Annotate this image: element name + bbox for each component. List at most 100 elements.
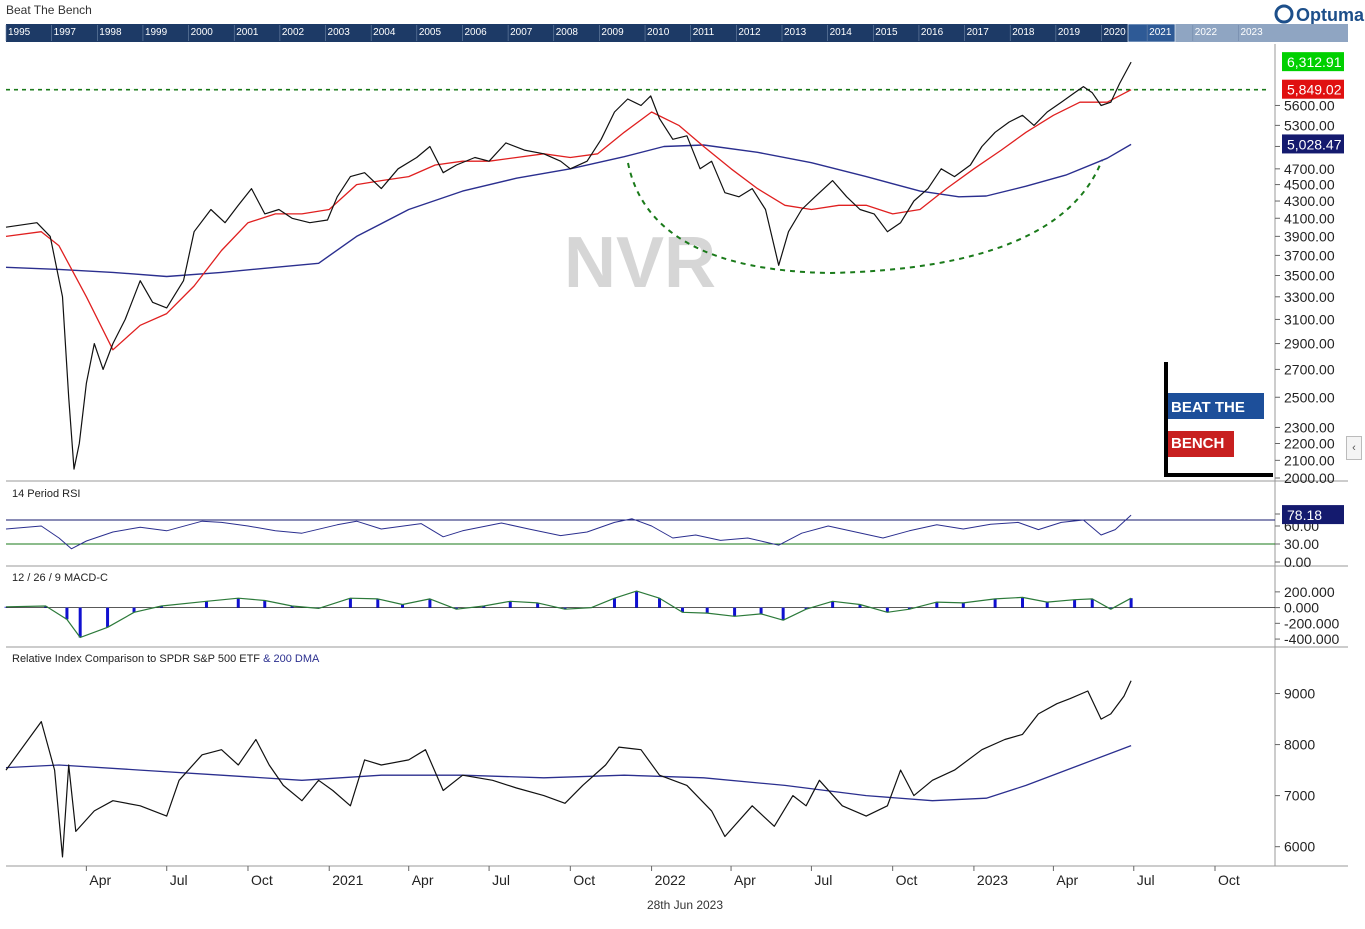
overview-year-label: 2021: [1149, 27, 1172, 38]
overview-year-label: 2017: [967, 27, 990, 38]
beat-the-bench-logo: BEAT THE BENCH: [1164, 362, 1273, 477]
ma200-badge: [1282, 134, 1344, 154]
last-price-badge-text: 6,312.91: [1287, 54, 1342, 70]
y-axis-tick-label: 3900.00: [1284, 228, 1335, 244]
overview-year-label: 1995: [8, 27, 31, 38]
logo-bench-text: BENCH: [1171, 435, 1224, 452]
x-axis-tick-label: Jul: [1137, 872, 1155, 888]
rsi-value-badge-text: 78.18: [1287, 507, 1322, 523]
y-axis-tick-label: 7000: [1284, 788, 1315, 804]
x-axis-tick-label: Apr: [412, 872, 434, 888]
time-axis: Apr Jul Oct 2021 Apr Jul Oct 2022 Apr Jul Oct 2023 A…: [85, 866, 1240, 888]
overview-year-label: 1999: [145, 27, 168, 38]
brand-label: Optuma: [1296, 5, 1365, 25]
ma200-line: [5, 143, 1132, 278]
overview-year-label: 2012: [738, 27, 761, 38]
macd-panel-title: 12 / 26 / 9 MACD-C: [12, 572, 108, 584]
x-axis-tick-label: 2021: [332, 872, 363, 888]
y-axis-tick-label: 2700.00: [1284, 361, 1335, 377]
overview-year-label: 2008: [556, 27, 579, 38]
ma200-badge-text: 5,028.47: [1287, 136, 1342, 152]
y-axis-tick-label: 4700.00: [1284, 161, 1335, 177]
y-axis-tick-label: 2300.00: [1284, 419, 1335, 435]
y-axis-tick-label: 2100.00: [1284, 452, 1335, 468]
overview-year-label: 2006: [464, 27, 487, 38]
last-price-badge: [1282, 52, 1344, 72]
overview-year-label: 2000: [191, 27, 214, 38]
overview-year-label: 2001: [236, 27, 259, 38]
optuma-logo-icon: [1274, 4, 1294, 24]
y-axis-tick-label: 3100.00: [1284, 311, 1335, 327]
overview-year-label: 2022: [1195, 27, 1218, 38]
x-axis-tick-label: 2023: [977, 872, 1008, 888]
overview-year-label: 2010: [647, 27, 670, 38]
x-axis-tick-label: Jul: [814, 872, 832, 888]
overview-year-label: 2018: [1012, 27, 1035, 38]
overview-year-label: 2004: [373, 27, 396, 38]
overview-years: 1995 1997 1998 1999 2000 2001 2002 2003 2004 2005…: [5, 25, 1263, 41]
logo-beat-text: BEAT THE: [1171, 399, 1245, 416]
y-axis-tick-label: 200.000: [1284, 584, 1335, 600]
overview-future: [1175, 24, 1348, 42]
x-axis-tick-label: Jul: [492, 872, 510, 888]
y-axis-tick-label: 5300.00: [1284, 117, 1335, 133]
overview-year-label: 2016: [921, 27, 944, 38]
y-axis-tick-label: 8000: [1284, 737, 1315, 753]
overview-year-label: 2009: [601, 27, 624, 38]
y-axis-tick-label: 30.00: [1284, 536, 1319, 552]
axis-layer: 5600.005300.005000.004700.004500.004300.…: [1275, 52, 1344, 855]
overview-year-label: 1997: [54, 27, 77, 38]
y-axis-tick-label: 3700.00: [1284, 247, 1335, 263]
overview-year-label: 2005: [419, 27, 442, 38]
y-axis-tick-label: 3500.00: [1284, 268, 1335, 284]
x-axis-tick-label: Apr: [89, 872, 111, 888]
y-axis-tick-label: 3300.00: [1284, 289, 1335, 305]
rsi-panel-title: 14 Period RSI: [12, 488, 80, 500]
rsi-value-badge: [1282, 505, 1344, 525]
y-axis-tick-label: 0.00: [1284, 554, 1311, 570]
ma50-badge-text: 5,849.02: [1287, 82, 1342, 98]
overview-visible-window[interactable]: [1127, 23, 1176, 43]
x-axis-tick-label: Oct: [896, 872, 918, 888]
price-line: [5, 61, 1132, 470]
overview-year-label: 2007: [510, 27, 533, 38]
macd-line: [5, 590, 1132, 639]
x-axis-tick-label: Apr: [734, 872, 756, 888]
x-axis-tick-label: Apr: [1056, 872, 1078, 888]
x-axis-tick-label: 2022: [655, 872, 686, 888]
logo-bench-box: [1168, 431, 1234, 457]
relative-index-line: [5, 680, 1132, 858]
y-axis-tick-label: -400.000: [1284, 631, 1339, 647]
x-axis-tick-label: Jul: [170, 872, 188, 888]
y-axis-tick-label: 0.000: [1284, 600, 1319, 616]
overview-strip[interactable]: [6, 24, 1348, 42]
y-axis-tick-label: 4500.00: [1284, 177, 1335, 193]
y-axis-tick-label: 5600.00: [1284, 97, 1335, 113]
overview-year-label: 2013: [784, 27, 807, 38]
x-axis-tick-label: Oct: [1218, 872, 1240, 888]
y-axis-tick-label: -200.000: [1284, 615, 1339, 631]
ticker-watermark: NVR: [564, 223, 716, 303]
overview-year-label: 2003: [328, 27, 351, 38]
collapse-panel-button[interactable]: ‹: [1346, 436, 1362, 460]
overview-year-label: 2002: [282, 27, 305, 38]
overview-year-label: 2020: [1104, 27, 1127, 38]
overview-year-label: 2019: [1058, 27, 1081, 38]
rsi-line: [5, 514, 1132, 550]
reference-lines: [6, 88, 1275, 608]
relative-200dma-line: [5, 744, 1132, 802]
relative-panel-title-main: Relative Index Comparison to SPDR S&P 50…: [12, 653, 260, 665]
series-layer: [4, 61, 1133, 858]
y-axis-tick-label: 9000: [1284, 686, 1315, 702]
y-axis-tick-label: 4300.00: [1284, 193, 1335, 209]
overview-year-label: 2015: [875, 27, 898, 38]
y-axis-tick-label: 2500.00: [1284, 389, 1335, 405]
overview-year-label: 1998: [99, 27, 122, 38]
overview-year-label: 2023: [1240, 27, 1263, 38]
ma50-line: [5, 89, 1132, 351]
y-axis-tick-label: 6000: [1284, 839, 1315, 855]
x-axis-tick-label: Oct: [573, 872, 595, 888]
overview-year-label: 2011: [693, 27, 715, 38]
y-axis-tick-label: 2900.00: [1284, 336, 1335, 352]
